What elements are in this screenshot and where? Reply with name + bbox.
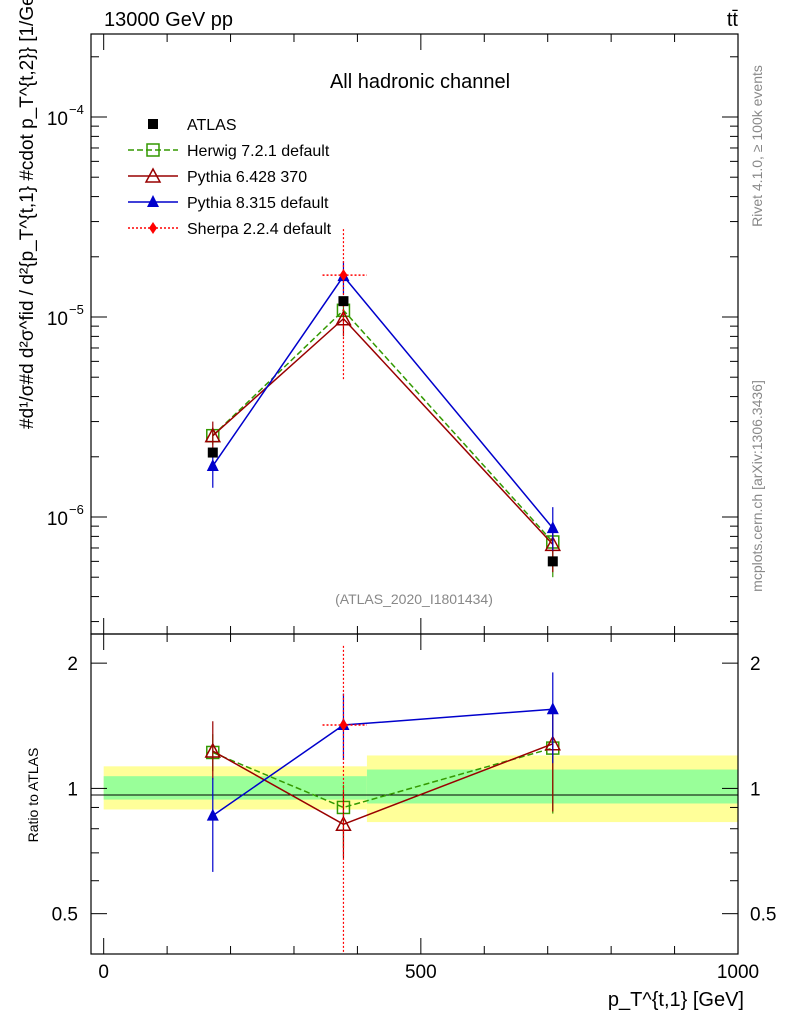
- data-point: [206, 458, 219, 471]
- ratio-series-3: [322, 645, 367, 954]
- y-tick-exponent: −6: [69, 502, 84, 517]
- mcplots-note: mcplots.cern.ch [arXiv:1306.3436]: [749, 380, 765, 592]
- x-tick-label: 500: [405, 962, 437, 983]
- y-tick-label: 10: [47, 109, 68, 130]
- ratio-panel: 0.5 0.5 1 1 2 2: [52, 633, 776, 955]
- x-tick-label: 1000: [717, 962, 759, 983]
- x-axis: 0 500 1000: [98, 34, 759, 983]
- main-series: [204, 229, 562, 578]
- ratio-point: [204, 742, 222, 758]
- legend-label: Pythia 8.315 default: [187, 195, 329, 212]
- series-3: [322, 229, 367, 381]
- series-0: [206, 303, 560, 578]
- y-tick-exponent: −4: [69, 102, 84, 117]
- ratio-series: [204, 645, 562, 954]
- atlas-data-point: [547, 556, 558, 567]
- legend-marker: [148, 119, 158, 129]
- ratio-tick-label-right: 0.5: [750, 905, 776, 926]
- series-line: [212, 309, 554, 543]
- legend: ATLAS Herwig 7.2.1 default Pythia 6.428 37…: [128, 117, 332, 238]
- legend-marker: [149, 222, 157, 234]
- ratio-band-inner: [103, 776, 367, 800]
- series-2: [206, 261, 559, 551]
- chart-title: All hadronic channel: [330, 71, 510, 93]
- ratio-bands: [103, 755, 738, 823]
- ratio-tick-label-right: 2: [750, 654, 761, 675]
- main-y-ticks: 10−610−510−4: [47, 56, 738, 623]
- y-tick-label: 10: [47, 309, 68, 330]
- ratio-point: [546, 702, 559, 715]
- series-line: [212, 317, 554, 545]
- ratio-point: [206, 808, 219, 821]
- data-point: [339, 269, 348, 282]
- legend-marker: [147, 195, 159, 207]
- data-point: [335, 310, 352, 326]
- legend-label: Herwig 7.2.1 default: [187, 143, 330, 160]
- energy-label: 13000 GeV pp: [104, 9, 233, 31]
- x-tick-label: 0: [98, 962, 109, 983]
- y-tick-label: 10: [47, 509, 68, 530]
- ratio-tick-label-left: 2: [67, 654, 78, 675]
- y-axis-title: #d¹/σ#d d²σ^fid / d²{p_T^{t,1} #cdot p_T…: [17, 0, 38, 429]
- x-axis-title: p_T^{t,1} [GeV]: [608, 989, 744, 1011]
- data-point: [204, 427, 222, 443]
- y-tick-exponent: −5: [69, 302, 84, 317]
- rivet-note: Rivet 4.1.0, ≥ 100k events: [749, 65, 765, 227]
- ratio-frame: [90, 633, 739, 955]
- ratio-tick-label-right: 1: [750, 779, 761, 800]
- ratio-tick-label-left: 1: [67, 779, 78, 800]
- legend-label: Sherpa 2.2.4 default: [187, 221, 332, 238]
- ratio-line: [212, 747, 553, 809]
- atlas-data-point: [338, 296, 349, 307]
- atlas-data-point: [207, 447, 218, 458]
- ratio-tick-label-left: 0.5: [52, 905, 78, 926]
- main-panel: 10−610−510−4 All hadronic channel (ATLAS…: [47, 33, 739, 635]
- process-label: tt̄: [727, 9, 739, 31]
- data-point: [546, 521, 559, 534]
- legend-label: ATLAS: [187, 117, 237, 134]
- analysis-tag: (ATLAS_2020_I1801434): [335, 591, 493, 607]
- ratio-point: [339, 719, 348, 732]
- legend-label: Pythia 6.428 370: [187, 169, 307, 186]
- legend-marker: [146, 143, 160, 157]
- legend-marker: [144, 167, 162, 183]
- ratio-y-ticks: 0.5 0.5 1 1 2 2: [52, 654, 776, 955]
- ratio-axis-title: Ratio to ATLAS: [25, 748, 41, 843]
- series-1: [204, 308, 562, 573]
